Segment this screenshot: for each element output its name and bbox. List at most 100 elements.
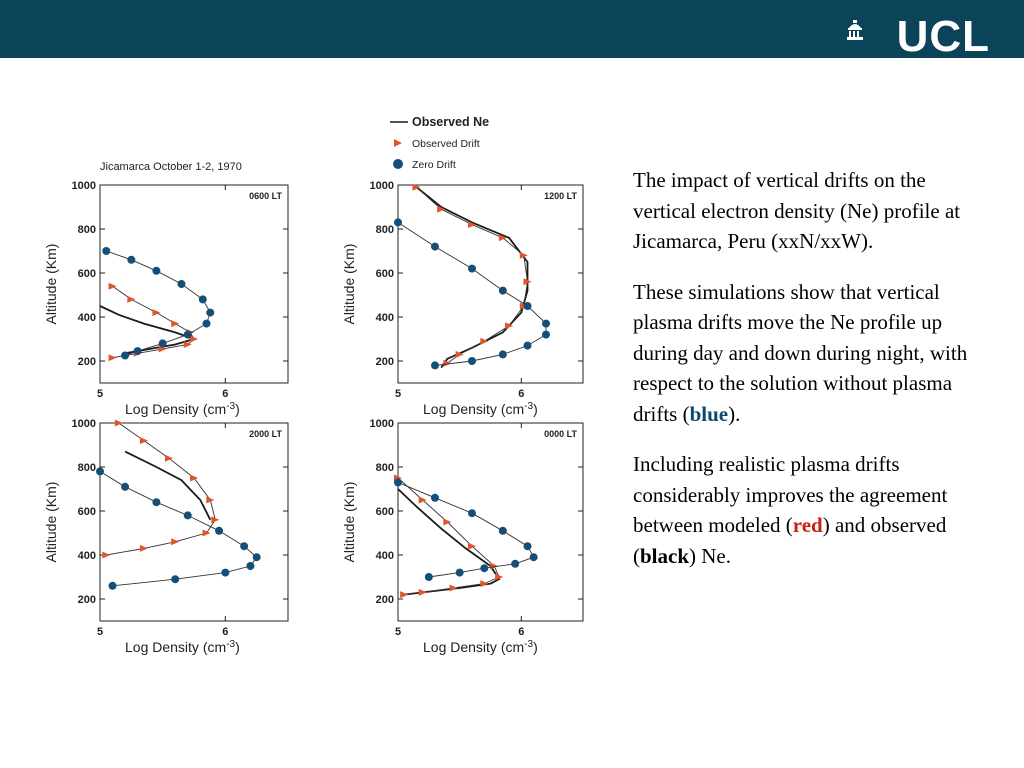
zero-drift-marker: [152, 498, 161, 507]
x-axis-label: Log Density (cm-3): [125, 639, 240, 655]
series-line-0: [124, 450, 212, 521]
paragraph-3-mid: ) and observed (: [633, 513, 947, 568]
observed-drift-marker: [108, 354, 117, 362]
zero-drift-marker: [102, 247, 111, 255]
observed-drift-marker: [495, 573, 504, 581]
y-tick-label: 800: [376, 462, 394, 474]
series-line-1: [112, 285, 195, 359]
plot-frame: [99, 422, 289, 622]
y-tick-label: 400: [376, 312, 394, 324]
observed-drift-marker: [158, 345, 167, 353]
zero-drift-marker: [240, 542, 249, 551]
time-label: 0000 LT: [544, 429, 577, 439]
y-tick-label: 600: [78, 506, 96, 518]
paragraph-3-end: ) Ne.: [689, 543, 731, 568]
observed-drift-marker: [437, 205, 446, 213]
y-tick-label: 600: [376, 268, 394, 280]
paragraph-2-text: These simulations show that vertical pla…: [633, 279, 968, 426]
zero-drift-marker: [108, 581, 117, 590]
zero-drift-marker: [215, 526, 224, 535]
observed-drift-marker: [183, 341, 192, 348]
plot-frame: [99, 184, 289, 384]
observed-drift-marker: [412, 183, 421, 191]
observed-drift-marker: [468, 542, 476, 550]
zero-drift-marker: [158, 339, 167, 348]
zero-drift-marker: [468, 357, 476, 365]
zero-drift-marker: [542, 319, 550, 328]
zero-drift-marker: [252, 553, 261, 562]
paragraph-3-text: Including realistic plasma drifts consid…: [633, 452, 948, 537]
highlight-blue: blue: [689, 401, 729, 426]
observed-drift-marker: [490, 562, 499, 570]
ucl-dome-icon: [847, 20, 863, 40]
time-label: 0600 LT: [249, 191, 282, 201]
observed-drift-marker: [102, 551, 111, 559]
series-line-0: [415, 186, 529, 369]
observed-drift-marker: [206, 496, 215, 504]
x-tick-label: 6: [518, 626, 524, 638]
observed-drift-marker: [139, 544, 148, 552]
plot-frame: [397, 184, 584, 384]
header-banner: [0, 0, 1024, 58]
y-tick-label: 400: [376, 550, 394, 562]
series-line-1: [397, 477, 500, 596]
x-tick-label: 6: [222, 388, 228, 400]
zero-drift-marker: [498, 526, 507, 535]
legend-label-observed-drift: Observed Drift: [412, 138, 480, 150]
observed-drift-marker: [171, 538, 180, 546]
zero-drift-marker: [468, 509, 476, 518]
observed-drift-marker: [152, 309, 161, 317]
series-line-0: [397, 488, 501, 596]
series-line-2: [397, 222, 547, 366]
y-axis-label: Altitude (Km): [43, 244, 59, 325]
zero-drift-marker: [498, 350, 507, 359]
site-caption: Jicamarca October 1-2, 1970: [100, 161, 242, 173]
observed-drift-marker: [523, 278, 532, 286]
observed-drift-marker: [211, 516, 220, 524]
zero-drift-marker: [121, 351, 130, 360]
observed-drift-marker: [449, 584, 458, 592]
zero-drift-marker: [455, 568, 464, 577]
zero-drift-marker: [431, 242, 439, 251]
observed-drift-marker: [480, 337, 489, 345]
figure-legend: Observed Ne Observed Drift Zero Drift: [390, 115, 489, 171]
zero-drift-marker: [198, 295, 207, 304]
zero-drift-marker: [221, 568, 230, 577]
observed-drift-marker: [190, 474, 198, 482]
observed-drift-marker: [480, 580, 489, 588]
y-tick-label: 400: [78, 312, 96, 324]
x-tick-label: 6: [222, 626, 228, 638]
y-tick-label: 600: [78, 268, 96, 280]
legend-label-zero-drift: Zero Drift: [412, 159, 456, 171]
observed-drift-marker: [171, 320, 180, 328]
series-line-1: [416, 186, 528, 364]
observed-drift-marker: [468, 221, 476, 229]
y-tick-label: 800: [78, 224, 96, 236]
zero-drift-marker: [529, 553, 538, 562]
observed-drift-marker: [418, 588, 427, 596]
y-axis-label: Altitude (Km): [341, 482, 357, 563]
legend-label-observed-ne: Observed Ne: [412, 115, 489, 129]
observed-drift-marker: [498, 234, 507, 242]
y-tick-label: 200: [78, 356, 96, 368]
zero-drift-marker: [468, 264, 476, 273]
zero-drift-marker: [96, 467, 104, 476]
x-tick-label: 5: [97, 388, 103, 400]
observed-drift-marker: [202, 529, 211, 537]
highlight-red: red: [792, 513, 823, 537]
y-tick-label: 1000: [370, 418, 394, 430]
observed-drift-marker: [443, 518, 452, 526]
observed-drift-marker: [505, 322, 513, 330]
y-tick-label: 1000: [72, 418, 96, 430]
zero-drift-marker: [523, 302, 532, 310]
observed-drift-marker: [114, 419, 123, 427]
paragraph-2-end: ).: [728, 401, 741, 426]
zero-drift-marker: [394, 218, 402, 227]
observed-drift-marker: [190, 335, 198, 343]
zero-drift-marker: [133, 347, 142, 356]
zero-drift-marker: [498, 286, 507, 295]
x-axis-label: Log Density (cm-3): [423, 401, 538, 417]
